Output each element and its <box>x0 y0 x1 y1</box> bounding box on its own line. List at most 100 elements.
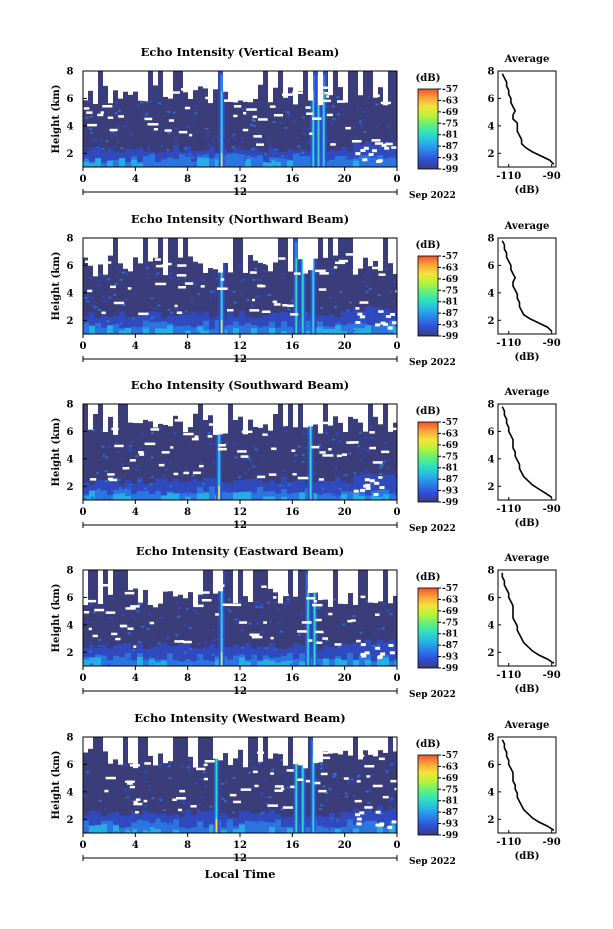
profile-y-tick-label: 8 <box>488 67 495 78</box>
ground-echo-layer <box>83 140 397 167</box>
colorbar-tick-label: -99 <box>442 498 458 508</box>
x-tick-label: 20 <box>338 174 352 185</box>
x-tick-label: 4 <box>132 673 139 684</box>
panel-3: Echo Intensity (Southward Beam) 2 4 6 8 Heigh… <box>51 378 561 534</box>
colorbar-tick-label: -87 <box>442 808 458 818</box>
echo-spike <box>216 404 223 500</box>
x-tick-label: 8 <box>184 673 191 684</box>
chart-title: Echo Intensity (Westward Beam) <box>134 711 345 725</box>
profile-line <box>501 240 553 332</box>
colorbar <box>417 421 439 503</box>
colorbar-tick-label: -87 <box>442 309 458 319</box>
colorbar-tick-label: -87 <box>442 475 458 485</box>
y-tick-label: 4 <box>67 620 74 631</box>
colorbar-tick-label: -99 <box>442 664 458 674</box>
colorbar-tick-label: -81 <box>442 630 458 640</box>
profile-x-tick-label: -110 <box>496 837 521 848</box>
colorbar-tick-label: -93 <box>442 653 458 663</box>
x-tick-label: 0 <box>80 507 87 518</box>
colorbar-unit: (dB) <box>416 739 441 750</box>
date-tick-label: 12 <box>233 686 247 697</box>
y-tick-label: 2 <box>67 482 74 493</box>
colorbar-tick-label: -99 <box>442 831 458 841</box>
colorbar-tick-label: -63 <box>442 762 458 772</box>
profile-y-tick-label: 8 <box>488 234 495 245</box>
profile-title: Average <box>504 553 550 564</box>
profile-y-tick-label: 8 <box>488 566 495 577</box>
x-tick-label: 0 <box>80 840 87 851</box>
heatmap <box>83 404 397 500</box>
profile-title: Average <box>504 221 550 232</box>
x-tick-label: 16 <box>285 174 299 185</box>
ground-echo-layer <box>83 473 397 500</box>
x-tick-label: 0 <box>80 341 87 352</box>
x-tick-label: 4 <box>132 341 139 352</box>
colorbar-tick-label: -69 <box>442 275 458 285</box>
x-tick-label: 12 <box>233 341 247 352</box>
colorbar-tick-label: -87 <box>442 641 458 651</box>
no-data-patches <box>83 570 397 660</box>
x-tick-label: 0 <box>80 673 87 684</box>
echo-spike <box>293 238 300 334</box>
echo-spike <box>305 570 312 666</box>
chart-title: Echo Intensity (Vertical Beam) <box>141 45 340 59</box>
x-tick-label: 16 <box>285 341 299 352</box>
x-tick-label: 0 <box>394 341 401 352</box>
profile-line <box>501 406 553 498</box>
colorbar-tick-label: -57 <box>442 418 458 428</box>
panel-5: Echo Intensity (Westward Beam) 2 4 6 8 Height… <box>51 711 561 867</box>
colorbar-tick-label: -81 <box>442 797 458 807</box>
y-tick-label: 2 <box>67 316 74 327</box>
heatmap <box>83 238 397 334</box>
panel-4: Echo Intensity (Eastward Beam) 2 4 6 8 Height… <box>51 544 561 700</box>
colorbar-tick-label: -81 <box>442 131 458 141</box>
profile-x-tick-label: -90 <box>543 504 561 515</box>
x-tick-label: 12 <box>233 673 247 684</box>
heatmap <box>83 737 397 833</box>
x-tick-label: 0 <box>394 673 401 684</box>
colorbar-tick-label: -75 <box>442 119 458 129</box>
x-tick-label: 12 <box>233 840 247 851</box>
x-tick-label: 8 <box>184 341 191 352</box>
average-profile: Average 2 4 6 8 -110 -90(dB) <box>488 54 561 196</box>
date-tick-label: 12 <box>233 187 247 198</box>
colorbar-tick-label: -93 <box>442 820 458 830</box>
y-tick-label: 4 <box>67 454 74 465</box>
y-tick-label: 8 <box>67 67 74 78</box>
echo-spike <box>320 71 327 167</box>
profile-y-tick-label: 2 <box>488 316 495 327</box>
colorbar-tick-label: -75 <box>442 452 458 462</box>
x-axis-label: Local Time <box>205 867 276 881</box>
colorbar-unit: (dB) <box>416 73 441 84</box>
echo-spike <box>311 570 318 666</box>
colorbar-tick-label: -99 <box>442 165 458 175</box>
profile-x-tick-label: -110 <box>496 171 521 182</box>
colorbar-tick-label: -81 <box>442 464 458 474</box>
y-axis-label: Height (km) <box>51 751 62 820</box>
colorbar-tick-label: -75 <box>442 286 458 296</box>
profile-x-label: (dB) <box>515 851 540 862</box>
colorbar <box>417 88 439 170</box>
profile-title: Average <box>504 720 550 731</box>
colorbar <box>417 255 439 337</box>
colorbar-tick-label: -63 <box>442 263 458 273</box>
y-tick-label: 2 <box>67 815 74 826</box>
colorbar-tick-label: -63 <box>442 429 458 439</box>
echo-spike <box>299 238 306 334</box>
profile-y-tick-label: 6 <box>488 427 495 438</box>
profile-frame <box>497 403 557 501</box>
x-tick-label: 16 <box>285 507 299 518</box>
y-tick-label: 6 <box>67 427 74 438</box>
profile-title: Average <box>504 387 550 398</box>
profile-frame <box>497 237 557 335</box>
profile-y-tick-label: 8 <box>488 400 495 411</box>
x-tick-label: 20 <box>338 673 352 684</box>
profile-y-tick-label: 2 <box>488 815 495 826</box>
echo-spike <box>310 238 317 334</box>
colorbar-tick-label: -69 <box>442 774 458 784</box>
x-tick-label: 8 <box>184 507 191 518</box>
heatmap <box>83 570 397 666</box>
chart-title: Echo Intensity (Eastward Beam) <box>136 544 344 558</box>
y-tick-label: 8 <box>67 400 74 411</box>
no-data-patches <box>83 238 397 330</box>
